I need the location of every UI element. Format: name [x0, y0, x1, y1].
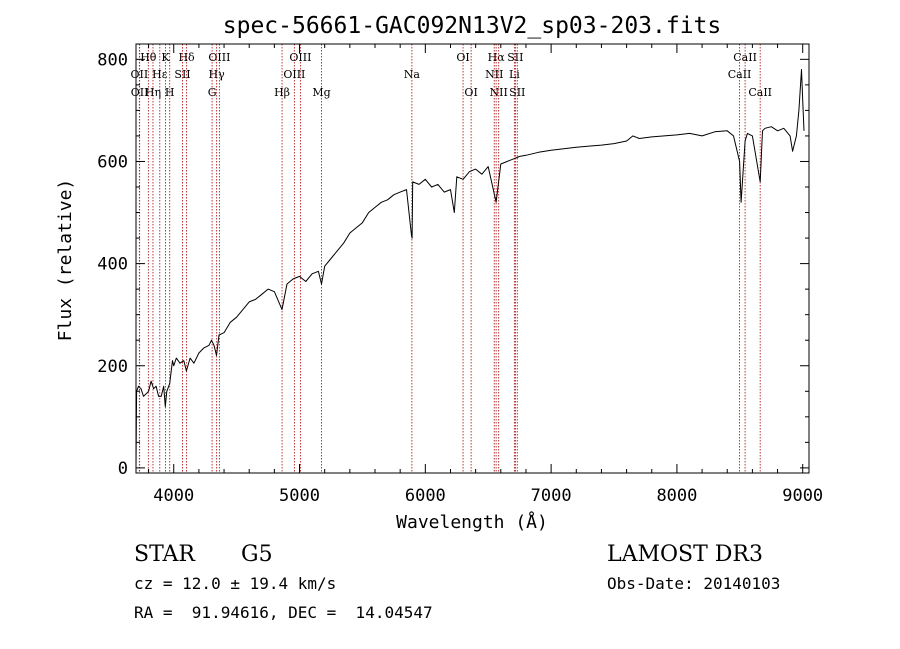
y-tick-label-2: 400 [97, 255, 128, 275]
x-tick-label-1: 5000 [279, 486, 320, 506]
y-axis: 0 200 400 600 800 [97, 50, 809, 479]
x-tick-label-0: 4000 [153, 486, 194, 506]
object-class: STAR [134, 542, 196, 567]
line-marker-label-2: OII [131, 86, 149, 99]
line-marker-label-22: SII [507, 51, 523, 64]
line-marker-label-24: SII [509, 86, 525, 99]
chart-title: spec-56661-GAC092N13V2_sp03-203.fits [223, 13, 722, 39]
x-tick-label-5: 9000 [782, 486, 823, 506]
line-marker-label-7: Hδ [178, 51, 195, 64]
line-marker-label-20: NII [485, 68, 503, 81]
spectrum-line [135, 69, 805, 468]
line-marker-label-6: H [165, 86, 175, 99]
y-axis-label: Flux (relative) [55, 179, 76, 342]
line-marker-label-14: OIII [289, 51, 311, 64]
object-subclass: G5 [241, 542, 273, 567]
line-marker-label-27: CaII [748, 86, 772, 99]
y-tick-label-1: 200 [97, 357, 128, 377]
x-tick-label-3: 7000 [531, 486, 572, 506]
x-axis-label: Wavelength (Å) [396, 511, 548, 533]
line-marker-label-5: K [161, 51, 170, 64]
line-marker-label-10: Hγ [209, 68, 226, 81]
line-marker-label-18: OI [464, 86, 477, 99]
survey-name: LAMOST DR3 [607, 542, 763, 567]
redshift-text: cz = 12.0 ± 19.4 km/s [134, 574, 336, 593]
line-marker-label-23: Li [509, 68, 520, 81]
line-marker-label-0: Hθ [140, 51, 157, 64]
x-tick-label-4: 8000 [656, 486, 697, 506]
x-tick-label-2: 6000 [405, 486, 446, 506]
y-tick-label-0: 0 [118, 459, 128, 479]
line-marker-label-21: NII [490, 86, 508, 99]
line-marker-label-25: CaII [733, 51, 757, 64]
series-group [135, 69, 805, 468]
line-marker-label-11: G [208, 86, 217, 99]
plot-frame [135, 43, 810, 474]
line-marker-label-3: Hε [152, 68, 168, 81]
x-axis: 4000 5000 6000 7000 8000 9000 [148, 44, 823, 506]
line-marker-label-13: OIII [283, 68, 305, 81]
line-marker-label-9: OIII [208, 51, 230, 64]
obs-date: Obs-Date: 20140103 [607, 574, 780, 593]
coordinates: RA = 91.94616, DEC = 14.04547 [134, 603, 433, 622]
y-tick-label-3: 600 [97, 152, 128, 172]
line-marker-label-15: Mg [312, 86, 330, 99]
line-marker-label-17: OI [456, 51, 469, 64]
line-marker-label-16: Na [404, 68, 421, 81]
line-marker-label-19: Hα [488, 51, 506, 64]
line-marker-label-12: Hβ [274, 86, 290, 99]
line-marker-label-8: SII [174, 68, 190, 81]
line-marker-label-4: Hη [145, 86, 161, 99]
line-marker-label-26: CaII [728, 68, 752, 81]
y-tick-label-4: 800 [97, 50, 128, 70]
